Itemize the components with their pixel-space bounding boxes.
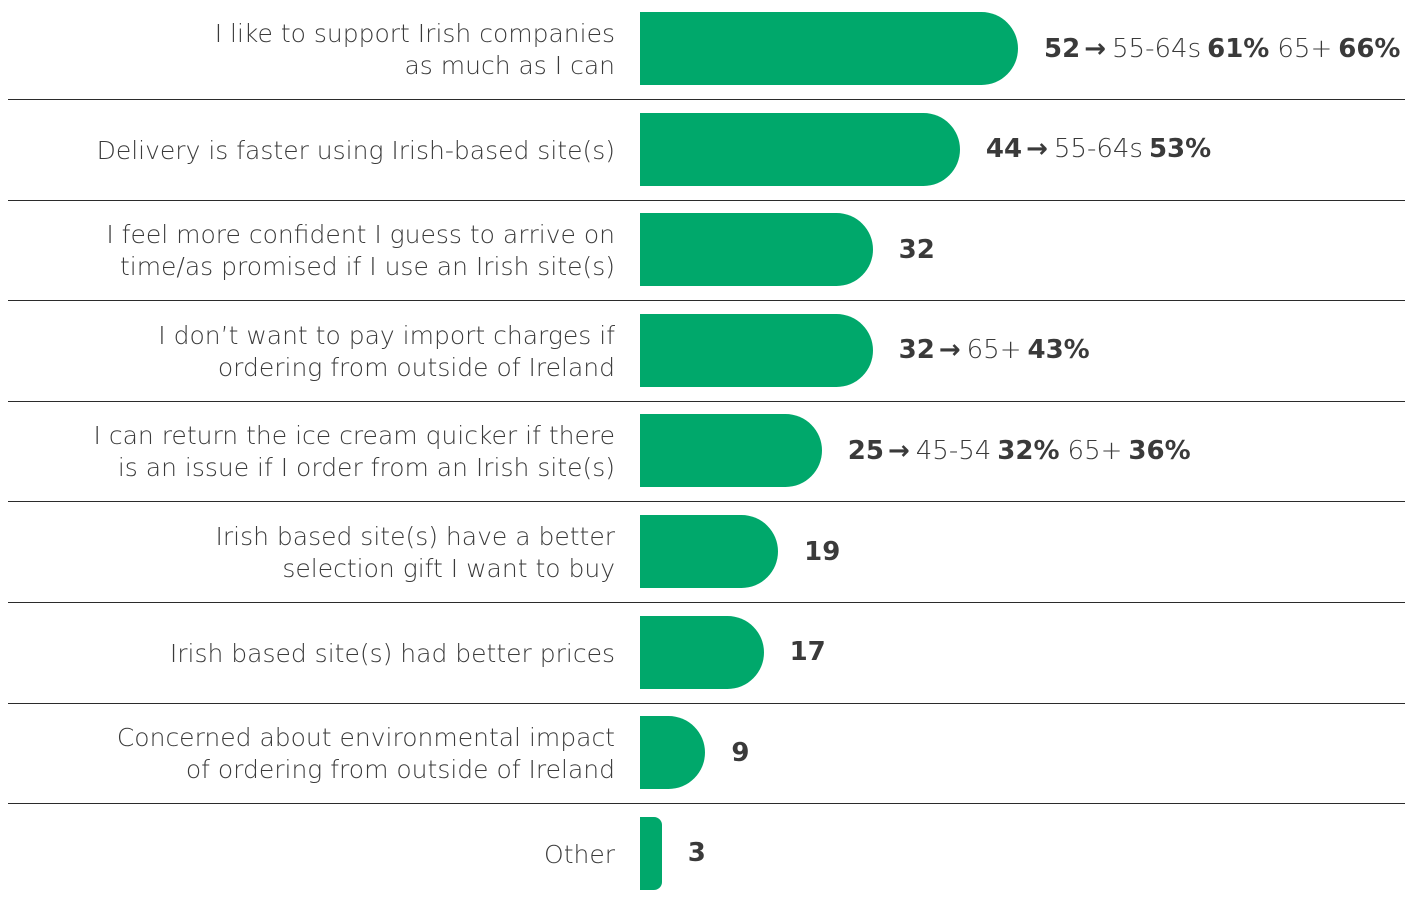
- bar-annotation: 9: [731, 716, 749, 789]
- category-label: I like to support Irish companies as much…: [15, 0, 615, 100]
- category-label-line: I like to support Irish companies: [214, 19, 615, 48]
- bar-row: Irish based site(s) have a better selecti…: [0, 503, 1405, 603]
- category-label-line: is an issue if I order from an Irish sit…: [117, 453, 615, 483]
- arrow-icon: →: [887, 435, 910, 466]
- bar-row: I feel more confident I guess to arrive …: [0, 201, 1405, 302]
- value-label: 17: [789, 637, 826, 668]
- row-divider: [8, 99, 1405, 100]
- row-divider: [8, 602, 1405, 603]
- category-label: Irish based site(s) have a better selecti…: [15, 503, 615, 603]
- category-label-line: ordering from outside of Ireland: [217, 352, 615, 382]
- value-label: 32: [898, 335, 935, 366]
- bar-row: Delivery is faster using Irish-based sit…: [0, 101, 1405, 201]
- bar-annotation: 32: [899, 213, 935, 286]
- bar: [640, 615, 764, 689]
- bar-row: Other 3: [0, 805, 1405, 905]
- bar-row: Concerned about environmental impact of o…: [0, 704, 1405, 805]
- value-label: 3: [687, 838, 706, 869]
- breakdown-pct: 53%: [1148, 134, 1212, 165]
- breakdown-group: 55-64s: [1053, 134, 1143, 165]
- category-label-line: I can return the ice cream quicker if th…: [93, 421, 615, 451]
- category-label: Irish based site(s) had better prices: [15, 604, 615, 704]
- bar: [640, 716, 706, 790]
- breakdown-group: 65+: [1067, 435, 1123, 466]
- category-label: I don’t want to pay import charges if ord…: [15, 302, 615, 402]
- breakdown-group: 45-54: [915, 435, 992, 466]
- category-label-line: I don’t want to pay import charges if: [158, 320, 615, 350]
- category-label-line: as much as I can: [404, 51, 615, 80]
- category-label: I feel more confident I guess to arrive …: [15, 201, 615, 301]
- breakdown-group: 65+: [1277, 33, 1333, 64]
- value-label: 52: [1044, 33, 1081, 64]
- category-label-line: Irish based site(s) had better prices: [169, 638, 615, 668]
- category-label: I can return the ice cream quicker if th…: [15, 402, 615, 502]
- bar-row: I can return the ice cream quicker if th…: [0, 402, 1405, 503]
- arrow-icon: →: [938, 335, 961, 366]
- bar-row: Irish based site(s) had better prices 17: [0, 604, 1405, 704]
- bar-row: I don’t want to pay import charges if ord…: [0, 302, 1405, 402]
- arrow-icon: →: [1084, 33, 1107, 64]
- category-label-line: Concerned about environmental impact: [116, 723, 615, 753]
- bar: [640, 515, 779, 588]
- breakdown-pct: 43%: [1027, 335, 1090, 366]
- category-label: Concerned about environmental impact of o…: [15, 704, 615, 804]
- breakdown-group: 55-64s: [1112, 33, 1202, 64]
- bar: [640, 414, 822, 488]
- breakdown-group: 65+: [966, 335, 1022, 366]
- category-label-line: Delivery is faster using Irish-based sit…: [96, 135, 615, 165]
- breakdown-pct: 32%: [997, 435, 1060, 466]
- bar-annotation: 19: [804, 515, 840, 588]
- category-label-line: time/as promised if I use an Irish site(…: [119, 252, 615, 282]
- value-label: 32: [898, 234, 935, 265]
- category-label-line: selection gift I want to buy: [282, 554, 615, 583]
- bar-annotation: 52 → 55-64s 61% 65+ 66%: [1044, 12, 1400, 85]
- bar: [640, 313, 873, 387]
- category-label-line: Irish based site(s) have a better: [215, 522, 615, 551]
- row-divider: [8, 400, 1405, 402]
- value-label: 25: [847, 435, 884, 466]
- category-label: Other: [15, 805, 615, 905]
- row-divider: [8, 702, 1405, 704]
- row-divider: [8, 300, 1405, 302]
- bar: [640, 816, 662, 890]
- category-label-line: Other: [544, 839, 615, 869]
- row-divider: [8, 803, 1405, 805]
- bar-annotation: 25 → 45-54 32% 65+ 36%: [848, 414, 1191, 487]
- breakdown-pct: 66%: [1338, 33, 1401, 64]
- breakdown-pct: 61%: [1207, 33, 1270, 64]
- bar-annotation: 3: [688, 817, 706, 890]
- arrow-icon: →: [1026, 134, 1048, 165]
- category-label-line: I feel more confident I guess to arrive …: [106, 220, 615, 250]
- category-label-line: of ordering from outside of Ireland: [185, 755, 615, 785]
- value-label: 19: [804, 536, 841, 567]
- category-label: Delivery is faster using Irish-based sit…: [15, 101, 615, 201]
- bar: [640, 213, 873, 287]
- row-divider: [8, 199, 1405, 201]
- breakdown-pct: 36%: [1128, 435, 1191, 466]
- value-label: 44: [985, 134, 1023, 165]
- bar: [640, 112, 960, 186]
- bar-row: I like to support Irish companies as much…: [0, 0, 1405, 100]
- value-label: 9: [731, 737, 750, 768]
- bar: [640, 12, 1019, 85]
- row-divider: [8, 501, 1405, 503]
- bar-annotation: 17: [790, 616, 826, 689]
- bar-annotation: 44 → 55-64s 53%: [986, 113, 1211, 186]
- bar-annotation: 32 → 65+ 43%: [899, 314, 1090, 387]
